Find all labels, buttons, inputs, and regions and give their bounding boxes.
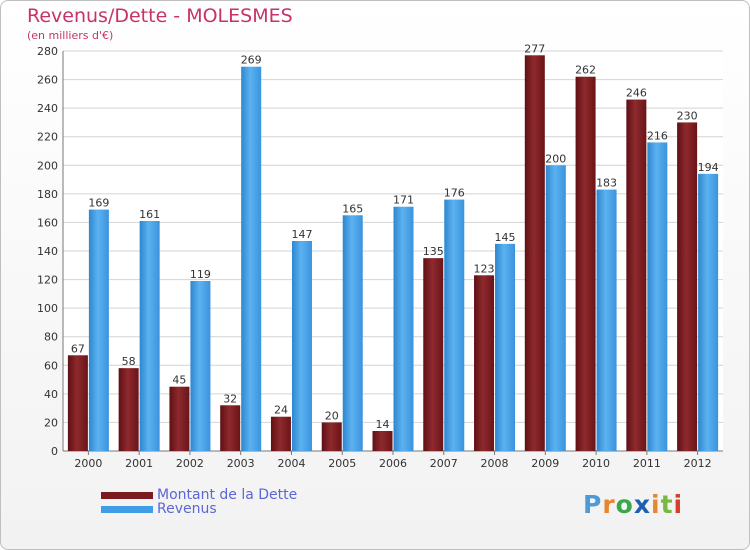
chart-subtitle: (en milliers d'€) xyxy=(27,29,114,42)
value-label-revenus: 269 xyxy=(241,54,262,67)
bar-revenus xyxy=(444,199,465,451)
value-label-revenus: 194 xyxy=(698,161,719,174)
y-tick-label: 60 xyxy=(44,359,58,372)
bar-dette xyxy=(169,386,190,451)
y-tick-label: 240 xyxy=(37,102,58,115)
value-label-revenus: 147 xyxy=(291,228,312,241)
value-label-revenus: 169 xyxy=(88,197,109,210)
x-tick-label: 2002 xyxy=(176,457,204,470)
bar-dette xyxy=(423,258,444,451)
x-tick-label: 2012 xyxy=(684,457,712,470)
value-label-revenus: 165 xyxy=(342,202,363,215)
x-tick-label: 2005 xyxy=(328,457,356,470)
legend-label-revenus: Revenus xyxy=(157,501,217,517)
value-label-dette: 277 xyxy=(524,42,545,55)
x-tick-label: 2010 xyxy=(582,457,610,470)
y-tick-label: 280 xyxy=(37,45,58,58)
value-label-revenus: 145 xyxy=(495,231,516,244)
value-label-dette: 123 xyxy=(474,262,495,275)
y-tick-label: 160 xyxy=(37,216,58,229)
value-label-dette: 230 xyxy=(677,109,698,122)
x-tick-label: 2000 xyxy=(74,457,102,470)
y-tick-label: 120 xyxy=(37,274,58,287)
value-label-dette: 262 xyxy=(575,64,596,77)
bar-dette xyxy=(321,422,342,451)
x-tick-label: 2004 xyxy=(277,457,305,470)
bar-dette xyxy=(372,431,393,451)
value-label-revenus: 161 xyxy=(139,208,160,221)
bar-revenus xyxy=(647,142,668,451)
bar-revenus xyxy=(545,165,566,452)
bar-revenus xyxy=(393,206,414,451)
logo-letter: o xyxy=(615,490,634,519)
value-label-revenus: 176 xyxy=(444,187,465,200)
bar-revenus xyxy=(698,173,719,451)
y-tick-label: 140 xyxy=(37,245,58,258)
logo-letter: P xyxy=(583,490,603,519)
value-label-dette: 14 xyxy=(376,418,390,431)
value-label-dette: 58 xyxy=(122,355,136,368)
y-tick-label: 100 xyxy=(37,302,58,315)
legend-item-dette: Montant de la Dette xyxy=(101,487,297,503)
y-tick-label: 0 xyxy=(51,445,58,458)
bar-revenus xyxy=(139,221,160,451)
bar-revenus xyxy=(291,241,312,451)
value-label-dette: 45 xyxy=(172,374,186,387)
bar-revenus xyxy=(241,66,262,451)
x-tick-label: 2006 xyxy=(379,457,407,470)
value-label-dette: 67 xyxy=(71,342,85,355)
bar-dette xyxy=(67,355,88,451)
bar-dette xyxy=(270,416,291,451)
x-tick-label: 2007 xyxy=(430,457,458,470)
x-tick-label: 2008 xyxy=(481,457,509,470)
bar-dette xyxy=(118,368,139,451)
value-label-dette: 135 xyxy=(423,245,444,258)
logo-letter: r xyxy=(602,490,616,519)
bar-revenus xyxy=(596,189,617,452)
value-label-dette: 32 xyxy=(223,392,237,405)
value-label-dette: 246 xyxy=(626,87,647,100)
y-tick-label: 220 xyxy=(37,131,58,144)
bar-dette xyxy=(220,405,241,451)
y-tick-label: 40 xyxy=(44,388,58,401)
proxiti-logo: Proxiti xyxy=(583,490,683,519)
bar-dette xyxy=(474,275,495,451)
value-label-dette: 20 xyxy=(325,409,339,422)
legend-swatch-revenus xyxy=(101,505,153,513)
value-label-revenus: 171 xyxy=(393,194,414,207)
logo-letter: x xyxy=(633,490,651,519)
legend-item-revenus: Revenus xyxy=(101,501,217,517)
bar-revenus xyxy=(190,281,211,451)
y-tick-label: 260 xyxy=(37,74,58,87)
y-tick-label: 20 xyxy=(44,416,58,429)
x-tick-label: 2011 xyxy=(633,457,661,470)
legend-label-dette: Montant de la Dette xyxy=(157,487,298,503)
value-label-revenus: 119 xyxy=(190,268,211,281)
value-label-revenus: 200 xyxy=(545,152,566,165)
bar-revenus xyxy=(88,209,109,451)
bar-dette xyxy=(575,76,596,451)
value-label-dette: 24 xyxy=(274,404,288,417)
x-tick-label: 2003 xyxy=(227,457,255,470)
x-tick-label: 2009 xyxy=(531,457,559,470)
bar-dette xyxy=(524,55,545,452)
bar-dette xyxy=(626,99,647,452)
x-tick-label: 2001 xyxy=(125,457,153,470)
value-label-revenus: 183 xyxy=(596,177,617,190)
y-tick-label: 80 xyxy=(44,331,58,344)
chart-title: Revenus/Dette - MOLESMES xyxy=(27,5,293,27)
legend-swatch-dette xyxy=(101,491,153,499)
logo-letter: t xyxy=(660,490,674,519)
y-tick-label: 200 xyxy=(37,159,58,172)
logo-letter: i xyxy=(673,490,684,519)
value-label-revenus: 216 xyxy=(647,129,668,142)
logo-letter: i xyxy=(651,490,661,519)
y-tick-label: 180 xyxy=(37,188,58,201)
bar-revenus xyxy=(495,243,516,451)
bar-revenus xyxy=(342,215,363,451)
bar-dette xyxy=(677,122,698,451)
